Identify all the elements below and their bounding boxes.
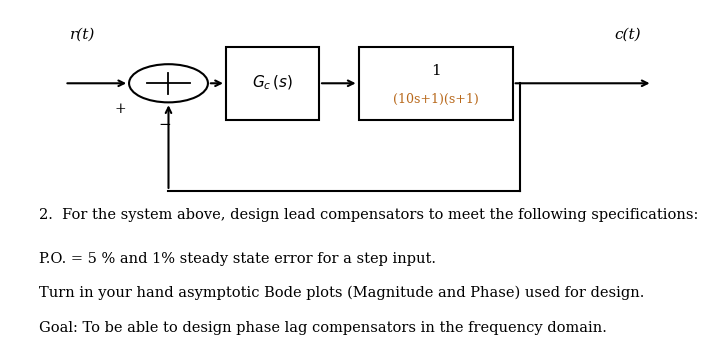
Text: Goal: To be able to design phase lag compensators in the frequency domain.: Goal: To be able to design phase lag com… <box>39 321 607 335</box>
Text: (10s+1)(s+1): (10s+1)(s+1) <box>393 93 478 106</box>
Text: $G_c\,(s)$: $G_c\,(s)$ <box>252 74 293 93</box>
Text: P.O. = 5 % and 1% steady state error for a step input.: P.O. = 5 % and 1% steady state error for… <box>39 252 437 265</box>
Text: −: − <box>158 118 171 132</box>
Text: 2.  For the system above, design lead compensators to meet the following specifi: 2. For the system above, design lead com… <box>39 208 699 222</box>
Text: Turn in your hand asymptotic Bode plots (Magnitude and Phase) used for design.: Turn in your hand asymptotic Bode plots … <box>39 286 645 301</box>
FancyBboxPatch shape <box>358 47 513 120</box>
FancyBboxPatch shape <box>226 47 319 120</box>
Text: 1: 1 <box>431 64 440 78</box>
Text: r(t): r(t) <box>70 28 95 42</box>
Text: c(t): c(t) <box>614 28 641 42</box>
Text: +: + <box>115 102 126 116</box>
